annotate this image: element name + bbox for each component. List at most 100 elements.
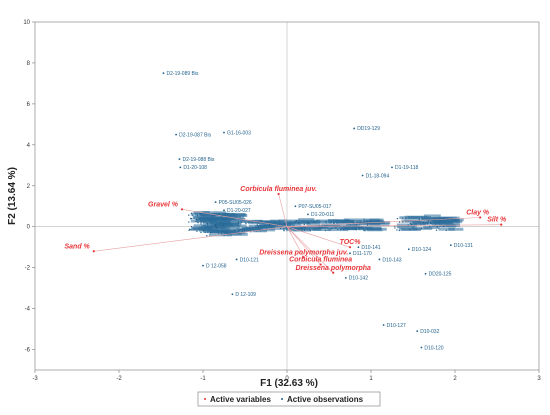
observation-label: D10-121: [240, 257, 259, 263]
observation-label: D10-127: [387, 323, 406, 329]
observation-point: [257, 227, 259, 229]
observation-point: [223, 209, 225, 212]
observation-label: D10-141: [361, 245, 380, 251]
observation-label-cluster: [223, 220, 242, 224]
variable-label: Silt %: [487, 217, 507, 224]
observation-point: [409, 228, 411, 231]
legend-marker-variables: [204, 398, 206, 400]
y-tick-label: -2: [25, 266, 31, 272]
observation-point: [307, 213, 309, 216]
observation-label-cluster: [303, 225, 327, 229]
observation-label-cluster: [208, 233, 232, 237]
observation-point: [396, 229, 398, 231]
observation-label-cluster: [193, 216, 216, 220]
observation-label-cluster: [222, 219, 243, 223]
observation-point: [331, 227, 333, 230]
observation-point: [410, 223, 413, 225]
legend-label-observations: Active observations: [287, 395, 364, 404]
y-tick-label: 10: [23, 20, 30, 26]
observation-point: [321, 226, 323, 228]
observation-point: [303, 223, 305, 226]
observation-label-cluster: [202, 224, 225, 228]
observation-point: [199, 213, 201, 215]
observation-label: DD19-129: [357, 126, 380, 132]
observation-label-cluster: [430, 218, 445, 222]
observation-label: D1-20-108: [183, 165, 207, 171]
observation-label-cluster: [343, 218, 366, 222]
observation-label-cluster: [396, 225, 416, 229]
observation-label: D1-18-094: [366, 173, 390, 179]
observation-point: [349, 252, 351, 255]
observation-point: [235, 258, 238, 261]
x-tick-label: -2: [116, 376, 122, 382]
observation-point: [396, 217, 399, 220]
observation-point: [343, 228, 345, 231]
variable-label: TOC%: [340, 239, 362, 246]
observation-label-cluster: [212, 217, 236, 221]
observation-label-cluster: [224, 212, 246, 216]
observation-label: D10-131: [454, 243, 473, 249]
observation-label: D 12-058: [206, 263, 227, 269]
observation-point: [336, 228, 339, 231]
observation-label-cluster: [225, 222, 242, 226]
y-tick-label: -6: [25, 348, 31, 354]
observation-label-cluster: [438, 227, 455, 231]
observation-label-cluster: [218, 225, 241, 229]
variable-vector: [286, 226, 334, 273]
observation-point: [445, 229, 447, 231]
observation-label: D2-19-088 Bis: [182, 157, 214, 163]
observation-point: [237, 221, 240, 224]
observation-label-cluster: [306, 227, 322, 231]
variable-label: Corbicula fluminea juv.: [240, 186, 317, 193]
observation-label: D2-19-089 Bis: [167, 71, 199, 77]
observation-point: [391, 166, 393, 169]
observation-label: D10-143: [382, 257, 401, 263]
observation-point: [280, 227, 282, 230]
observation-label-cluster: [396, 223, 418, 227]
legend-label-variables: Active variables: [210, 395, 271, 404]
observation-label-cluster: [321, 223, 339, 227]
observation-label: D10-032: [420, 329, 439, 335]
observation-label-cluster: [271, 222, 292, 226]
observation-point: [298, 222, 300, 224]
observation-point: [206, 235, 208, 237]
observation-point: [418, 218, 420, 221]
observation-label-cluster: [244, 228, 262, 232]
variable-point: [302, 256, 305, 259]
observation-point: [210, 218, 212, 221]
observation-point: [204, 231, 206, 233]
observation-label: P07-SU05-017: [298, 204, 331, 210]
observation-label-cluster: [223, 229, 248, 233]
observation-point: [202, 264, 204, 267]
observation-point: [357, 246, 360, 249]
observation-point: [179, 166, 182, 169]
observation-label: D11-170: [353, 251, 372, 257]
x-tick-label: 0: [285, 376, 289, 382]
observation-label-cluster: [369, 222, 390, 226]
variable-point: [332, 271, 335, 274]
observation-label: D10-120: [424, 345, 443, 351]
observation-label-cluster: [398, 227, 418, 231]
observation-label-cluster: [336, 221, 354, 225]
observation-label-cluster: [413, 221, 429, 225]
observation-label: DD20-125: [429, 272, 452, 278]
observation-point: [192, 214, 194, 216]
observation-point: [233, 229, 236, 232]
observation-point: [353, 127, 356, 130]
observation-point: [175, 133, 178, 136]
x-tick-label: -1: [200, 376, 206, 382]
observation-point: [195, 220, 197, 223]
observation-point: [378, 258, 381, 261]
observation-label: G1-16-003: [227, 130, 251, 136]
observation-point: [443, 225, 445, 228]
variable-vector: [93, 226, 288, 252]
observation-label-cluster: [205, 228, 224, 232]
observation-point: [245, 222, 247, 225]
observation-label-cluster: [421, 217, 438, 221]
observation-point: [195, 218, 197, 221]
variable-point: [180, 208, 184, 211]
observation-point: [188, 214, 190, 216]
y-tick-label: 2: [27, 184, 31, 190]
observation-label-cluster: [300, 220, 318, 224]
variable-point: [479, 216, 482, 219]
